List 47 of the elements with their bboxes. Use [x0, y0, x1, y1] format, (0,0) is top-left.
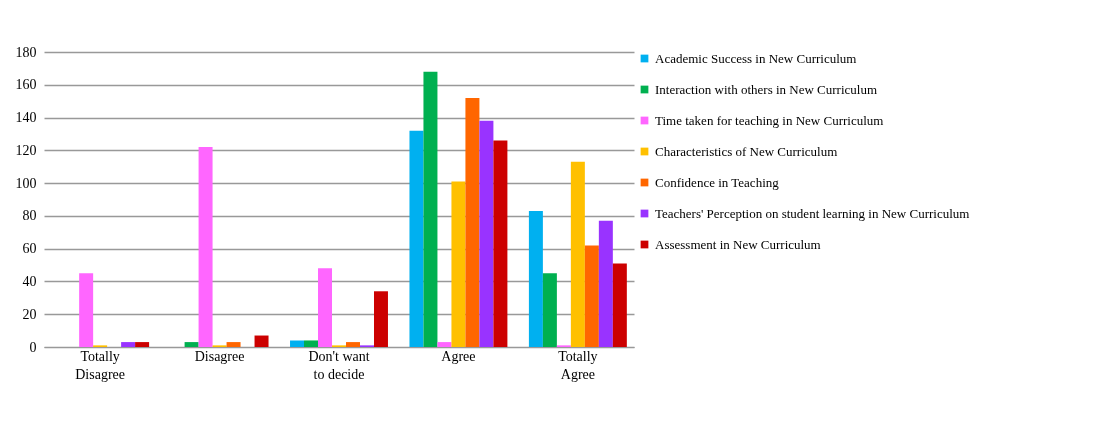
bar: [570, 161, 585, 347]
y-tick-label: 120: [15, 142, 37, 158]
bar: [135, 342, 150, 347]
bar: [304, 340, 319, 347]
legend-label: Teachers' Perception on student learning in New Curriculum: [655, 205, 970, 221]
bar: [79, 273, 94, 347]
bar: [373, 291, 388, 347]
y-tick-label: 20: [22, 306, 37, 322]
y-tick-label: 140: [15, 110, 37, 126]
bar: [493, 140, 508, 347]
y-tick-label: 180: [15, 44, 37, 60]
bar: [465, 97, 480, 347]
bar: [479, 120, 494, 347]
x-tick-label: Agree: [441, 348, 476, 364]
bar: [226, 342, 241, 347]
bar: [423, 71, 438, 347]
y-tick-label: 160: [15, 77, 37, 93]
bar: [318, 268, 332, 347]
legend-label: Academic Success in New Curriculum: [655, 50, 857, 66]
y-tick-label: 80: [22, 208, 37, 224]
bar: [598, 220, 613, 347]
legend-label: Assessment in New Curriculum: [655, 236, 821, 252]
legend-label: Confidence in Teaching: [655, 174, 780, 190]
legend-label: Time taken for teaching in New Curriculum: [655, 112, 884, 128]
bar: [584, 245, 599, 347]
x-tick-label: Totally Agree: [558, 348, 598, 382]
y-tick-label: 0: [29, 339, 37, 355]
x-tick-label: Totally Disagree: [75, 348, 126, 382]
bar: [409, 130, 424, 347]
bar: [346, 342, 360, 347]
bar: [542, 273, 557, 347]
x-tick-label: Don't want to decide: [308, 348, 370, 382]
y-tick-label: 40: [22, 273, 37, 289]
bar: [121, 342, 136, 347]
y-tick-label: 60: [22, 241, 37, 257]
bar: [612, 263, 627, 347]
legend-label: Characteristics of New Curriculum: [655, 143, 838, 159]
bar: [254, 335, 269, 347]
bar: [290, 340, 305, 347]
bar: [198, 147, 213, 347]
x-tick-label: Disagree: [194, 348, 245, 364]
bar: [437, 342, 452, 347]
bar: [451, 181, 466, 347]
bar: [528, 210, 543, 347]
legend-label: Interaction with others in New Curriculum: [655, 81, 878, 97]
bar: [184, 342, 199, 347]
y-tick-label: 100: [15, 175, 37, 191]
